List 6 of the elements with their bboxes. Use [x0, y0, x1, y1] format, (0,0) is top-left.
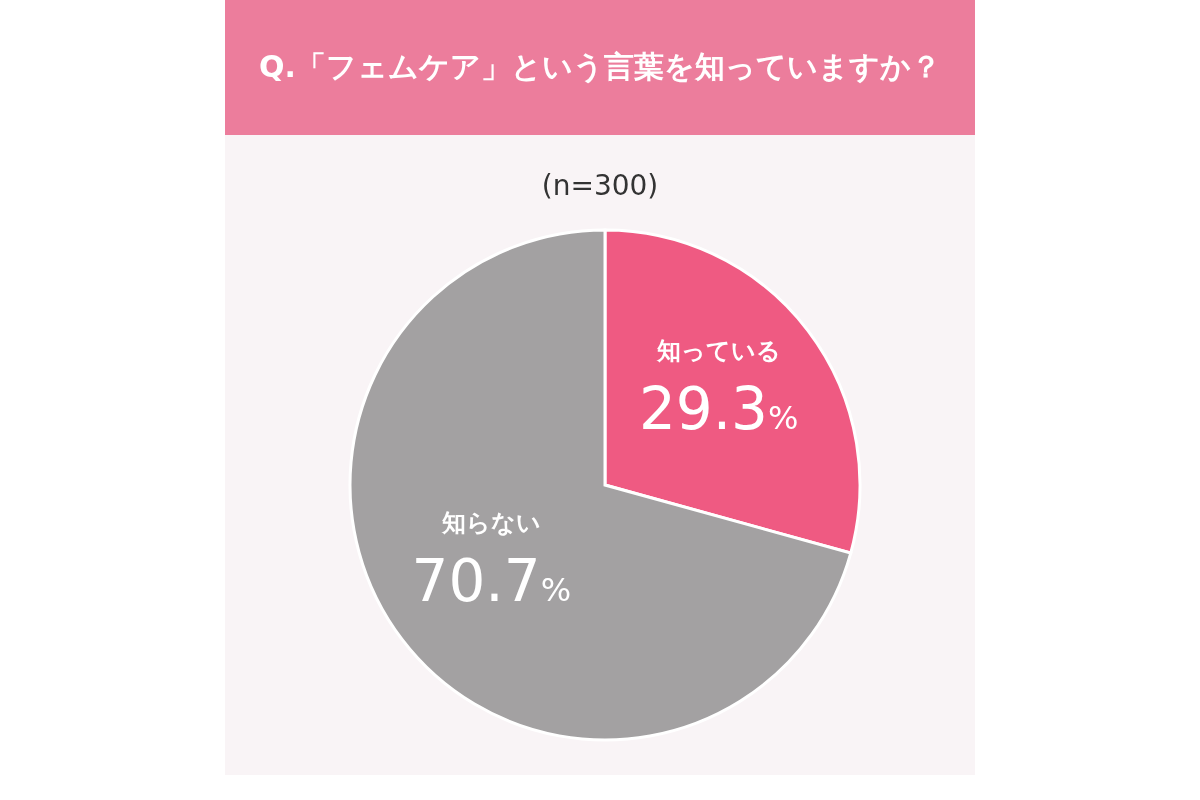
chart-title: Q.「フェムケア」という言葉を知っていますか？	[259, 48, 941, 86]
slice-label: 知っている	[655, 336, 781, 365]
data-label: 29.3%	[638, 374, 799, 443]
slice-label: 知らない	[440, 509, 541, 538]
chart-subtitle: (n=300)	[540, 169, 660, 202]
data-label: 70.7%	[411, 547, 572, 616]
